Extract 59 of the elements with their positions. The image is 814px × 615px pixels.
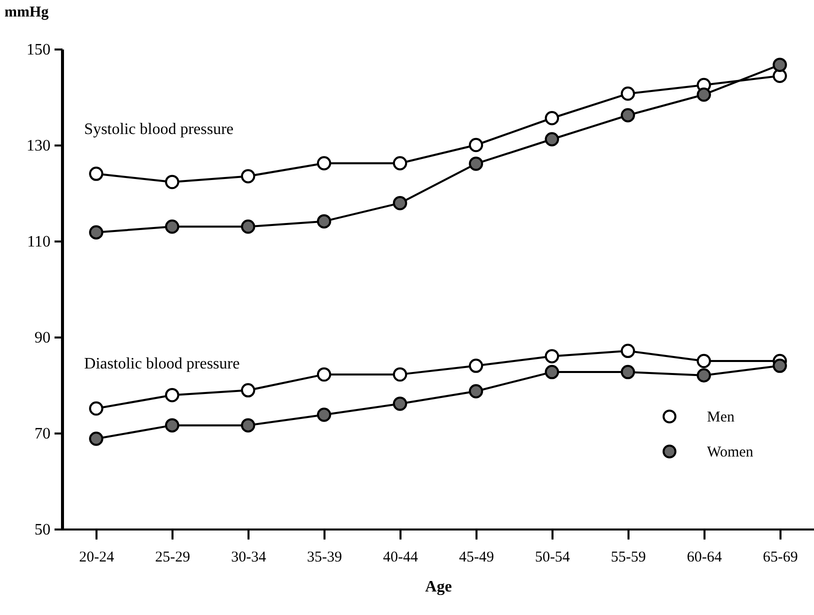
x-tick-label: 35-39	[307, 550, 342, 566]
point	[165, 388, 180, 402]
legend-label: Men	[707, 410, 735, 426]
x-tick-label: 50-54	[534, 550, 570, 566]
y-tick-label: 150	[26, 42, 50, 58]
x-axis-title: Age	[425, 578, 452, 596]
y-tick-label: 50	[34, 522, 50, 538]
point	[696, 354, 711, 368]
point	[240, 418, 256, 432]
point	[316, 214, 332, 228]
x-tick-label: 45-49	[458, 550, 494, 566]
point	[620, 108, 636, 122]
point	[468, 384, 484, 398]
point	[620, 344, 636, 358]
point	[544, 349, 560, 364]
point	[89, 401, 104, 416]
point	[89, 166, 104, 181]
point	[240, 169, 256, 184]
point	[316, 367, 332, 382]
point	[772, 58, 787, 72]
y-tick-label: 70	[34, 426, 50, 442]
point	[316, 156, 332, 170]
x-tick-label: 65-69	[762, 550, 798, 566]
point	[544, 132, 560, 146]
point	[620, 364, 636, 380]
point	[392, 196, 408, 210]
point	[392, 156, 408, 170]
point	[772, 358, 787, 373]
legend-label: Women	[707, 444, 754, 460]
point	[392, 367, 408, 382]
point	[240, 219, 256, 234]
x-tick-label: 60-64	[686, 550, 722, 566]
point	[696, 368, 711, 383]
point	[468, 138, 484, 152]
point	[165, 219, 180, 234]
point	[544, 364, 560, 380]
point	[89, 432, 104, 446]
x-tick-label: 40-44	[383, 550, 419, 566]
point	[544, 111, 560, 126]
point	[468, 156, 484, 171]
annotation: Diastolic blood pressure	[84, 356, 240, 373]
y-tick-label: 90	[34, 330, 50, 346]
y-tick-label: 130	[26, 138, 50, 154]
point	[468, 358, 484, 373]
x-tick-label: 30-34	[231, 550, 267, 566]
annotation: Systolic blood pressure	[84, 120, 234, 138]
point	[165, 174, 180, 190]
point	[165, 418, 180, 432]
point	[89, 225, 104, 240]
point	[392, 396, 408, 411]
y-axis-title: mmHg	[4, 4, 50, 20]
x-tick-label: 20-24	[79, 550, 115, 566]
point	[240, 383, 256, 398]
point	[696, 87, 711, 102]
x-tick-label: 25-29	[155, 550, 190, 566]
x-tick-label: 55-59	[610, 550, 646, 566]
y-tick-label: 110	[27, 234, 50, 250]
point	[620, 86, 636, 101]
point	[316, 408, 332, 422]
